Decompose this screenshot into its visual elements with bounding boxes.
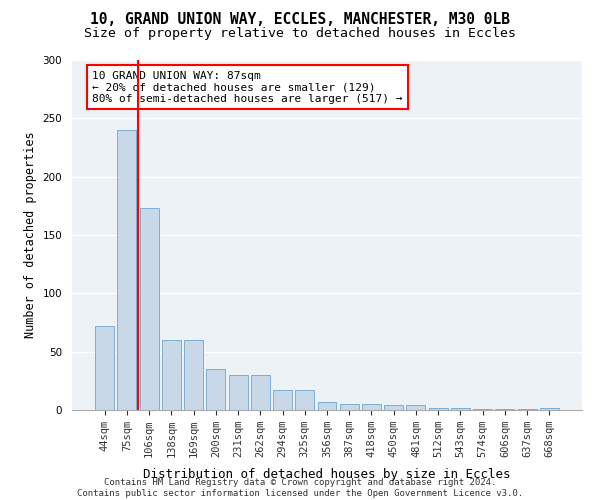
Bar [406,406,425,410]
Y-axis label: Number of detached properties: Number of detached properties [24,132,37,338]
Bar [317,402,337,410]
Bar [496,409,514,410]
X-axis label: Distribution of detached houses by size in Eccles: Distribution of detached houses by size … [143,468,511,481]
Bar [229,375,248,410]
Bar [162,340,181,410]
Bar [473,409,492,410]
Bar [95,326,114,410]
Text: 10, GRAND UNION WAY, ECCLES, MANCHESTER, M30 0LB: 10, GRAND UNION WAY, ECCLES, MANCHESTER,… [90,12,510,28]
Bar [362,404,381,410]
Text: Size of property relative to detached houses in Eccles: Size of property relative to detached ho… [84,28,516,40]
Bar [451,408,470,410]
Bar [540,408,559,410]
Bar [429,408,448,410]
Bar [340,404,359,410]
Bar [206,369,225,410]
Bar [518,409,536,410]
Bar [384,406,403,410]
Bar [295,390,314,410]
Text: Contains HM Land Registry data © Crown copyright and database right 2024.
Contai: Contains HM Land Registry data © Crown c… [77,478,523,498]
Text: 10 GRAND UNION WAY: 87sqm
← 20% of detached houses are smaller (129)
80% of semi: 10 GRAND UNION WAY: 87sqm ← 20% of detac… [92,70,403,104]
Bar [118,130,136,410]
Bar [184,340,203,410]
Bar [140,208,158,410]
Bar [251,375,270,410]
Bar [273,390,292,410]
